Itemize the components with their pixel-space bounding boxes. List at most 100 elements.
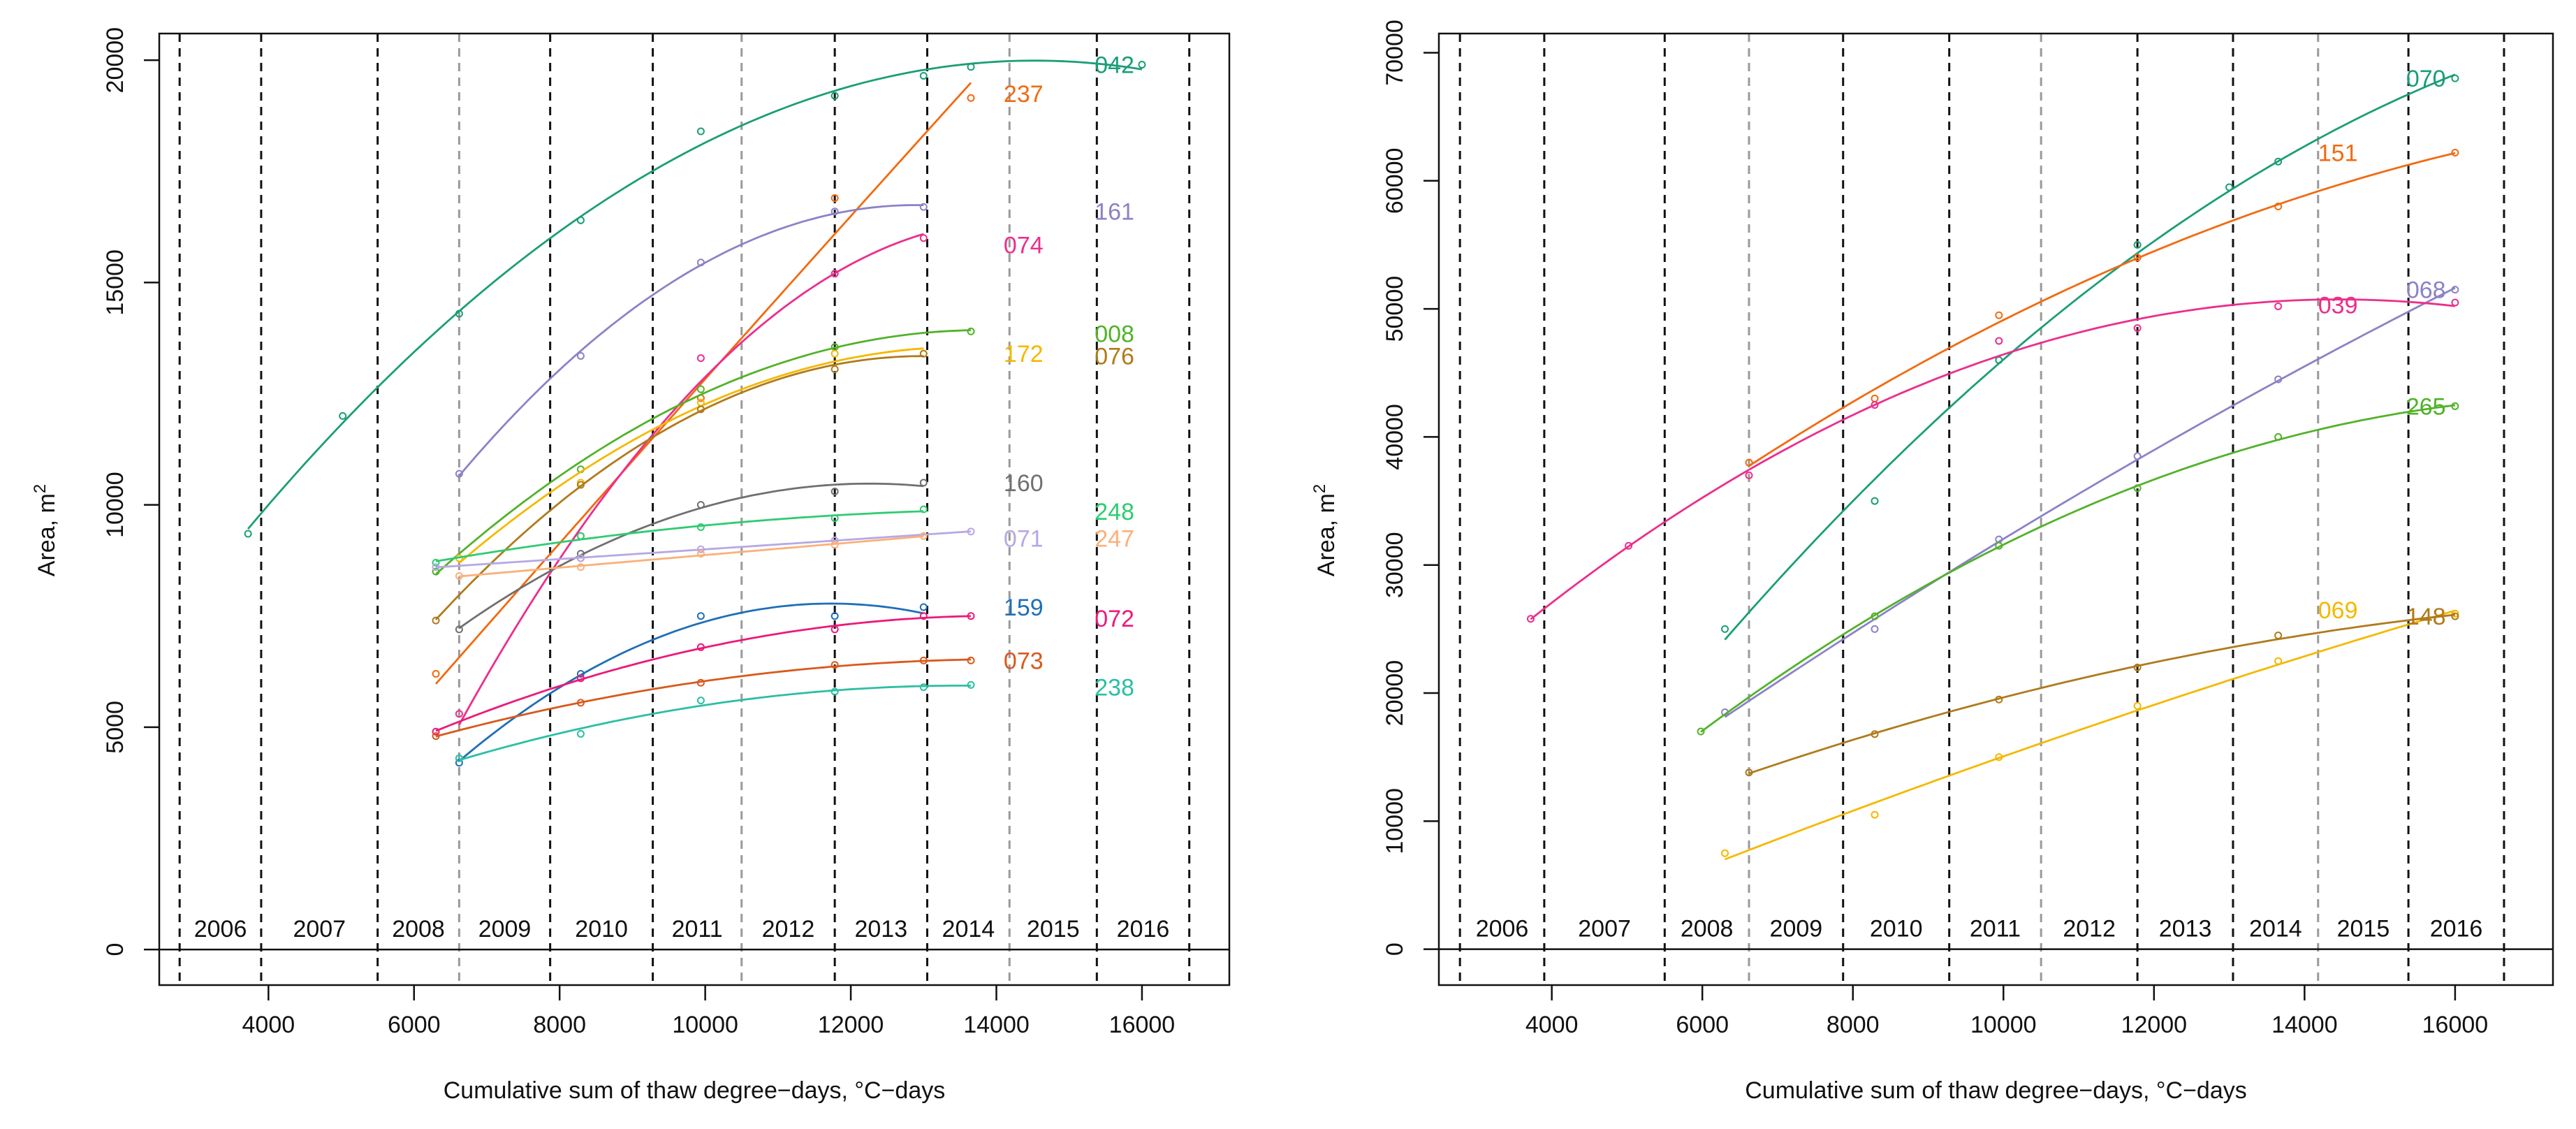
left-data-point-247 [455, 571, 463, 580]
right-data-point-070 [2451, 74, 2459, 82]
right-data-point-148 [1871, 730, 1879, 738]
left-x-tick-label: 16000 [1109, 1012, 1176, 1038]
left-data-point-071 [967, 527, 975, 536]
right-x-tick-label: 14000 [2271, 1012, 2338, 1038]
right-data-point-068 [2133, 452, 2142, 460]
left-data-point-042 [1138, 61, 1146, 69]
left-data-point-008 [696, 385, 705, 393]
left-data-point-172 [696, 398, 705, 407]
left-data-point-247 [919, 532, 928, 540]
left-series-curve-237 [434, 82, 972, 685]
right-data-point-148 [1745, 769, 1753, 777]
left-data-point-238 [455, 754, 463, 762]
right-chart-panel: 2006 2007 2008 2009 2010 2011 2012 2013 2014 2015… [1310, 20, 2554, 1104]
left-data-point-247 [576, 563, 585, 571]
right-series-label-069: 069 [2318, 597, 2358, 624]
right-data-point-265 [2133, 484, 2142, 493]
right-data-point-151 [2274, 202, 2283, 210]
left-data-point-073 [830, 661, 839, 669]
right-year-label: 2007 [1578, 916, 1631, 942]
right-data-point-151 [1871, 394, 1879, 402]
left-data-point-072 [696, 643, 705, 651]
left-x-axis-title: Cumulative sum of thaw degree−days, °C−d… [444, 1077, 946, 1104]
left-series-curve-248 [435, 510, 924, 562]
right-data-point-068 [2451, 286, 2459, 294]
left-year-label: 2016 [1117, 916, 1170, 942]
right-x-tick-label: 6000 [1676, 1012, 1729, 1038]
left-series-curve-161 [458, 204, 924, 477]
right-data-point-070 [1721, 625, 1729, 633]
right-data-point-070 [2133, 240, 2142, 249]
left-x-tick-label: 14000 [963, 1012, 1030, 1038]
right-data-point-265 [1871, 612, 1879, 620]
left-data-point-042 [919, 71, 928, 80]
left-data-point-072 [919, 612, 928, 620]
right-data-point-148 [2133, 663, 2142, 671]
right-year-label: 2011 [1970, 916, 2021, 942]
left-data-point-248 [696, 523, 705, 531]
right-data-point-068 [1871, 625, 1879, 633]
right-year-label: 2010 [1870, 916, 1923, 942]
left-series-curve-172 [458, 347, 924, 564]
right-data-point-151 [2133, 254, 2142, 262]
right-y-tick-label: 40000 [1382, 404, 1408, 470]
left-year-label: 2013 [854, 916, 907, 942]
left-data-point-248 [830, 514, 839, 523]
left-series-label-237: 237 [1004, 81, 1044, 108]
left-series-label-071: 071 [1004, 525, 1044, 552]
right-data-point-265 [1697, 727, 1705, 736]
left-data-point-076 [830, 365, 839, 374]
right-series-label-039: 039 [2318, 293, 2358, 319]
right-plot-frame [1437, 32, 2554, 986]
left-data-point-042 [339, 411, 347, 420]
right-year-label: 2016 [2430, 916, 2483, 942]
left-data-point-008 [432, 567, 440, 576]
right-data-point-039 [2274, 302, 2283, 310]
right-data-point-070 [1871, 497, 1879, 505]
left-data-point-238 [830, 687, 839, 696]
left-data-point-238 [919, 683, 928, 692]
left-y-tick-label: 15000 [102, 249, 129, 316]
left-series-curve-072 [435, 615, 972, 732]
right-data-point-069 [1871, 810, 1879, 819]
left-data-point-073 [696, 678, 705, 687]
left-series-curve-042 [247, 59, 1143, 530]
left-data-point-042 [244, 530, 252, 538]
right-data-point-069 [2451, 609, 2459, 618]
right-data-point-069 [2274, 657, 2283, 665]
left-y-tick-label: 10000 [102, 472, 129, 538]
right-series-label-148: 148 [2406, 604, 2446, 630]
left-series-label-008: 008 [1095, 321, 1134, 348]
left-series-label-073: 073 [1004, 648, 1044, 674]
left-data-point-161 [696, 258, 705, 267]
left-year-label: 2012 [762, 916, 815, 942]
left-data-point-076 [576, 481, 585, 489]
left-data-point-072 [830, 625, 839, 634]
left-data-point-172 [830, 349, 839, 358]
left-series-label-238: 238 [1095, 675, 1134, 701]
right-series-label-265: 265 [2406, 393, 2446, 420]
left-data-point-248 [919, 505, 928, 513]
right-data-point-039 [1745, 471, 1753, 479]
left-data-point-247 [696, 550, 705, 558]
left-series-curve-159 [458, 602, 924, 762]
right-year-label: 2015 [2337, 916, 2390, 942]
right-series-label-151: 151 [2318, 140, 2358, 166]
left-x-tick-label: 10000 [672, 1012, 738, 1038]
left-data-point-238 [576, 729, 585, 738]
right-data-point-148 [2451, 612, 2459, 620]
left-data-point-071 [432, 563, 440, 571]
right-y-tick-label: 70000 [1382, 20, 1408, 86]
left-data-point-160 [830, 488, 839, 496]
right-data-point-039 [1625, 541, 1633, 550]
left-data-point-008 [967, 327, 975, 335]
left-chart-panel: 2006 2007 2008 2009 2010 2011 2012 2013 2014 2015… [31, 27, 1231, 1104]
right-year-label: 2013 [2159, 916, 2212, 942]
right-data-point-265 [2451, 402, 2459, 410]
right-series-label-068: 068 [2406, 277, 2446, 304]
right-data-point-039 [1871, 401, 1879, 409]
left-series-label-074: 074 [1004, 232, 1044, 258]
left-data-point-160 [455, 625, 463, 634]
right-y-tick-label: 30000 [1382, 532, 1408, 598]
